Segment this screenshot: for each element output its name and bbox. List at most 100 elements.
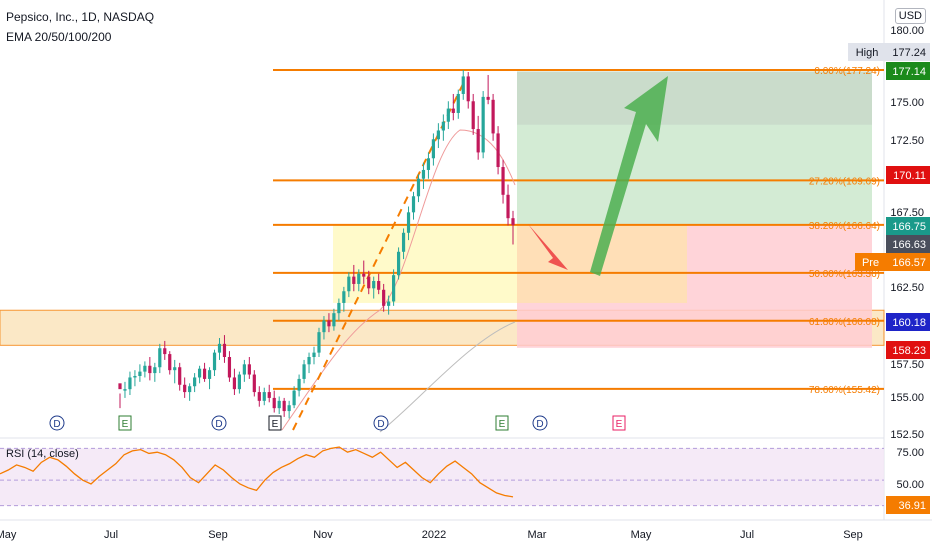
time-tick: Mar [528,529,547,541]
currency-button[interactable]: USD [894,8,926,24]
price-badge-value: 177.14 [892,66,926,78]
price-badge-value: 166.75 [892,221,926,233]
price-tick: 155.00 [890,392,924,404]
candle-body [292,390,296,406]
time-tick: May [631,529,652,541]
price-badge [886,313,930,331]
price-badge [886,235,930,253]
candle-body [312,352,316,358]
candle-body [426,158,431,170]
candle-body [232,377,237,390]
candle-body [277,400,281,409]
candle-body [188,386,192,393]
time-tick: Jul [740,529,754,541]
candle-body [327,320,331,327]
price-tick: 172.50 [890,135,924,147]
indicator-legend[interactable]: EMA 20/50/100/200 [6,30,112,44]
candle-body [183,384,187,393]
price-badge [886,253,930,271]
candle-body [257,392,261,401]
candle-body [168,354,172,371]
price-badge [886,217,930,235]
event-letter: E [272,419,279,430]
fib-label: 61.80%(160.08) [809,317,880,328]
trend-line [292,79,466,431]
price-badge [886,43,930,61]
candle-body [317,332,321,353]
candle-body [217,343,222,353]
candle-body [158,348,162,368]
candle-body [446,108,450,122]
candle-body [401,232,406,252]
candle-body [496,133,500,168]
candle-body [382,289,386,306]
dividend-badge [49,415,65,431]
candle-body [297,378,301,391]
candle-body [372,281,376,289]
candle-body [406,212,411,233]
candle-body [367,276,371,289]
candle-body [436,130,440,140]
price-tick: 162.50 [890,282,924,294]
fib-label: 38.20%(166.64) [809,221,880,232]
price-badge-tag-text: Pre [862,257,879,269]
candle-body [456,93,460,113]
candle-body [461,76,465,94]
rsi-band [0,448,884,506]
candle-body [207,370,212,379]
price-badge-value: 170.11 [893,170,926,182]
candle-body [242,364,246,375]
candle-body [267,392,271,398]
event-letter: E [616,419,623,430]
candle-body [411,196,416,213]
candle-body [466,76,470,102]
time-tick: Sep [843,529,863,541]
symbol-title[interactable]: Pepsico, Inc., 1D, NASDAQ [6,10,155,24]
price-badge-value: 166.57 [892,257,926,269]
candle-body [332,313,336,327]
candle-body [396,251,401,276]
candle-body [262,392,266,401]
event-letter: D [215,419,222,430]
candle-body [247,364,251,375]
event-letter: E [122,419,129,430]
candle-body [441,121,445,131]
candle-body [123,389,127,391]
candle-body [212,352,217,371]
rsi-title[interactable]: RSI (14, close) [6,448,79,460]
fib-label: 78.60%(155.42) [809,385,880,396]
down-arrow [528,224,568,270]
price-badge-tag-text: High [856,47,879,59]
candle-body [133,376,137,378]
ema-line [281,129,516,431]
ema-long-line [379,321,516,433]
candle-body [511,218,515,226]
candle-body [272,397,276,409]
candle-body [431,139,436,159]
time-tick: Jul [104,529,118,541]
earnings-badge [612,415,626,431]
candle-body [148,365,152,374]
high-zone [517,71,872,125]
price-badge-value: 166.63 [892,239,926,251]
candle-body [222,343,227,358]
candle-body [302,364,306,379]
price-badge-tag [855,253,886,271]
candle-body [173,367,177,371]
candle-body [227,357,232,378]
price-tick: 157.50 [890,359,924,371]
price-badge [886,341,930,359]
event-letter: D [53,419,60,430]
candle-body [352,276,356,284]
fib-label: 27.20%(169.69) [809,176,880,187]
fib-label: 50.00%(163.36) [809,269,880,280]
candle-body [392,275,396,302]
event-letter: D [377,419,384,430]
candle-body [377,281,381,290]
price-badge-value: 160.18 [892,317,926,329]
candle-body [501,167,505,195]
candle-body [138,371,142,377]
time-tick: Nov [313,529,333,541]
candle-body [362,273,366,277]
